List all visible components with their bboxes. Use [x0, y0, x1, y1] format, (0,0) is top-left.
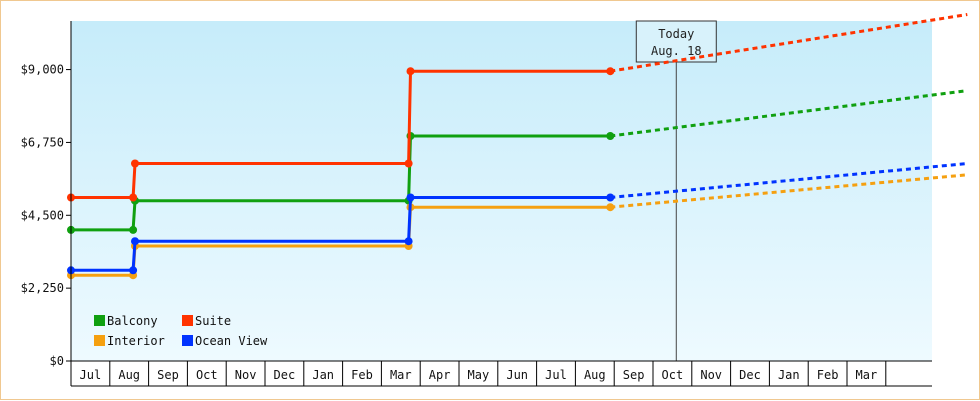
- x-tick-label: Jan: [778, 368, 800, 382]
- x-tick-label: Sep: [623, 368, 645, 382]
- series-line-suite: [71, 69, 611, 199]
- x-tick-label: Apr: [429, 368, 451, 382]
- series-line-interior: [71, 205, 611, 277]
- legend-swatch-interior: [94, 335, 105, 346]
- data-point-ocean-view: [131, 237, 139, 246]
- data-point-suite: [129, 193, 138, 202]
- data-point-balcony: [129, 225, 138, 234]
- series-line-balcony: [71, 134, 611, 232]
- today-date: Aug. 18: [651, 44, 702, 58]
- projection-line-suite: [610, 13, 968, 73]
- data-point-ocean-view: [129, 266, 138, 275]
- series-line-ocean-view: [71, 196, 611, 272]
- projection-line-balcony: [610, 89, 968, 138]
- legend-swatch-ocean-view: [182, 335, 193, 346]
- legend-item-interior: Interior: [94, 334, 165, 348]
- projection-line-interior: [610, 173, 968, 209]
- y-tick-label: $9,000: [21, 63, 64, 77]
- data-point-balcony: [606, 132, 615, 140]
- x-tick-label: Sep: [157, 368, 179, 382]
- data-point-ocean-view: [406, 193, 415, 202]
- data-point-suite: [606, 67, 615, 76]
- x-tick-label: Feb: [351, 368, 373, 382]
- x-tick-label: Jun: [506, 368, 528, 382]
- x-tick-label: Dec: [739, 368, 761, 382]
- y-tick-label: $6,750: [21, 135, 64, 149]
- x-tick-label: Mar: [390, 368, 412, 382]
- y-tick-label: $0: [50, 354, 64, 368]
- legend-item-balcony: Balcony: [94, 314, 158, 328]
- legend-swatch-suite: [182, 315, 193, 326]
- x-tick-label: Mar: [856, 368, 878, 382]
- plot-background: [71, 21, 932, 361]
- legend: Balcony Suite Interior Ocean View: [94, 314, 268, 348]
- legend-item-suite: Suite: [182, 314, 231, 328]
- x-tick-label: May: [468, 368, 490, 382]
- legend-item-ocean-view: Ocean View: [182, 334, 268, 348]
- data-point-suite: [404, 159, 413, 168]
- y-tick-label: $4,500: [21, 208, 64, 222]
- legend-label-balcony: Balcony: [107, 314, 158, 328]
- x-tick-label: Oct: [662, 368, 684, 382]
- data-point-suite: [131, 159, 139, 168]
- legend-label-interior: Interior: [107, 334, 165, 348]
- data-point-interior: [606, 203, 615, 212]
- legend-label-suite: Suite: [195, 314, 231, 328]
- series-group: [67, 13, 968, 280]
- y-tick-label: $2,250: [21, 281, 64, 295]
- x-tick-label: Aug: [584, 368, 606, 382]
- x-tick-label: Aug: [118, 368, 140, 382]
- x-tick-label: Jul: [545, 368, 567, 382]
- x-tick-label: Oct: [196, 368, 218, 382]
- today-label: Today: [658, 27, 694, 41]
- data-point-ocean-view: [606, 193, 615, 202]
- data-point-ocean-view: [404, 237, 413, 246]
- today-marker: Today Aug. 18: [635, 20, 717, 361]
- x-tick-label: Jan: [312, 368, 334, 382]
- x-tick-label: Jul: [80, 368, 102, 382]
- legend-label-ocean-view: Ocean View: [195, 334, 268, 348]
- x-tick-label: Nov: [700, 368, 722, 382]
- projection-line-ocean-view: [610, 162, 968, 199]
- data-point-suite: [406, 67, 415, 76]
- legend-swatch-balcony: [94, 315, 105, 326]
- x-tick-label: Dec: [274, 368, 296, 382]
- x-tick-label: Nov: [235, 368, 257, 382]
- x-tick-label: Feb: [817, 368, 839, 382]
- axes: $0 $2,250 $4,500 $6,750 $9,000 Jul Aug Sep Oct No…: [21, 21, 932, 387]
